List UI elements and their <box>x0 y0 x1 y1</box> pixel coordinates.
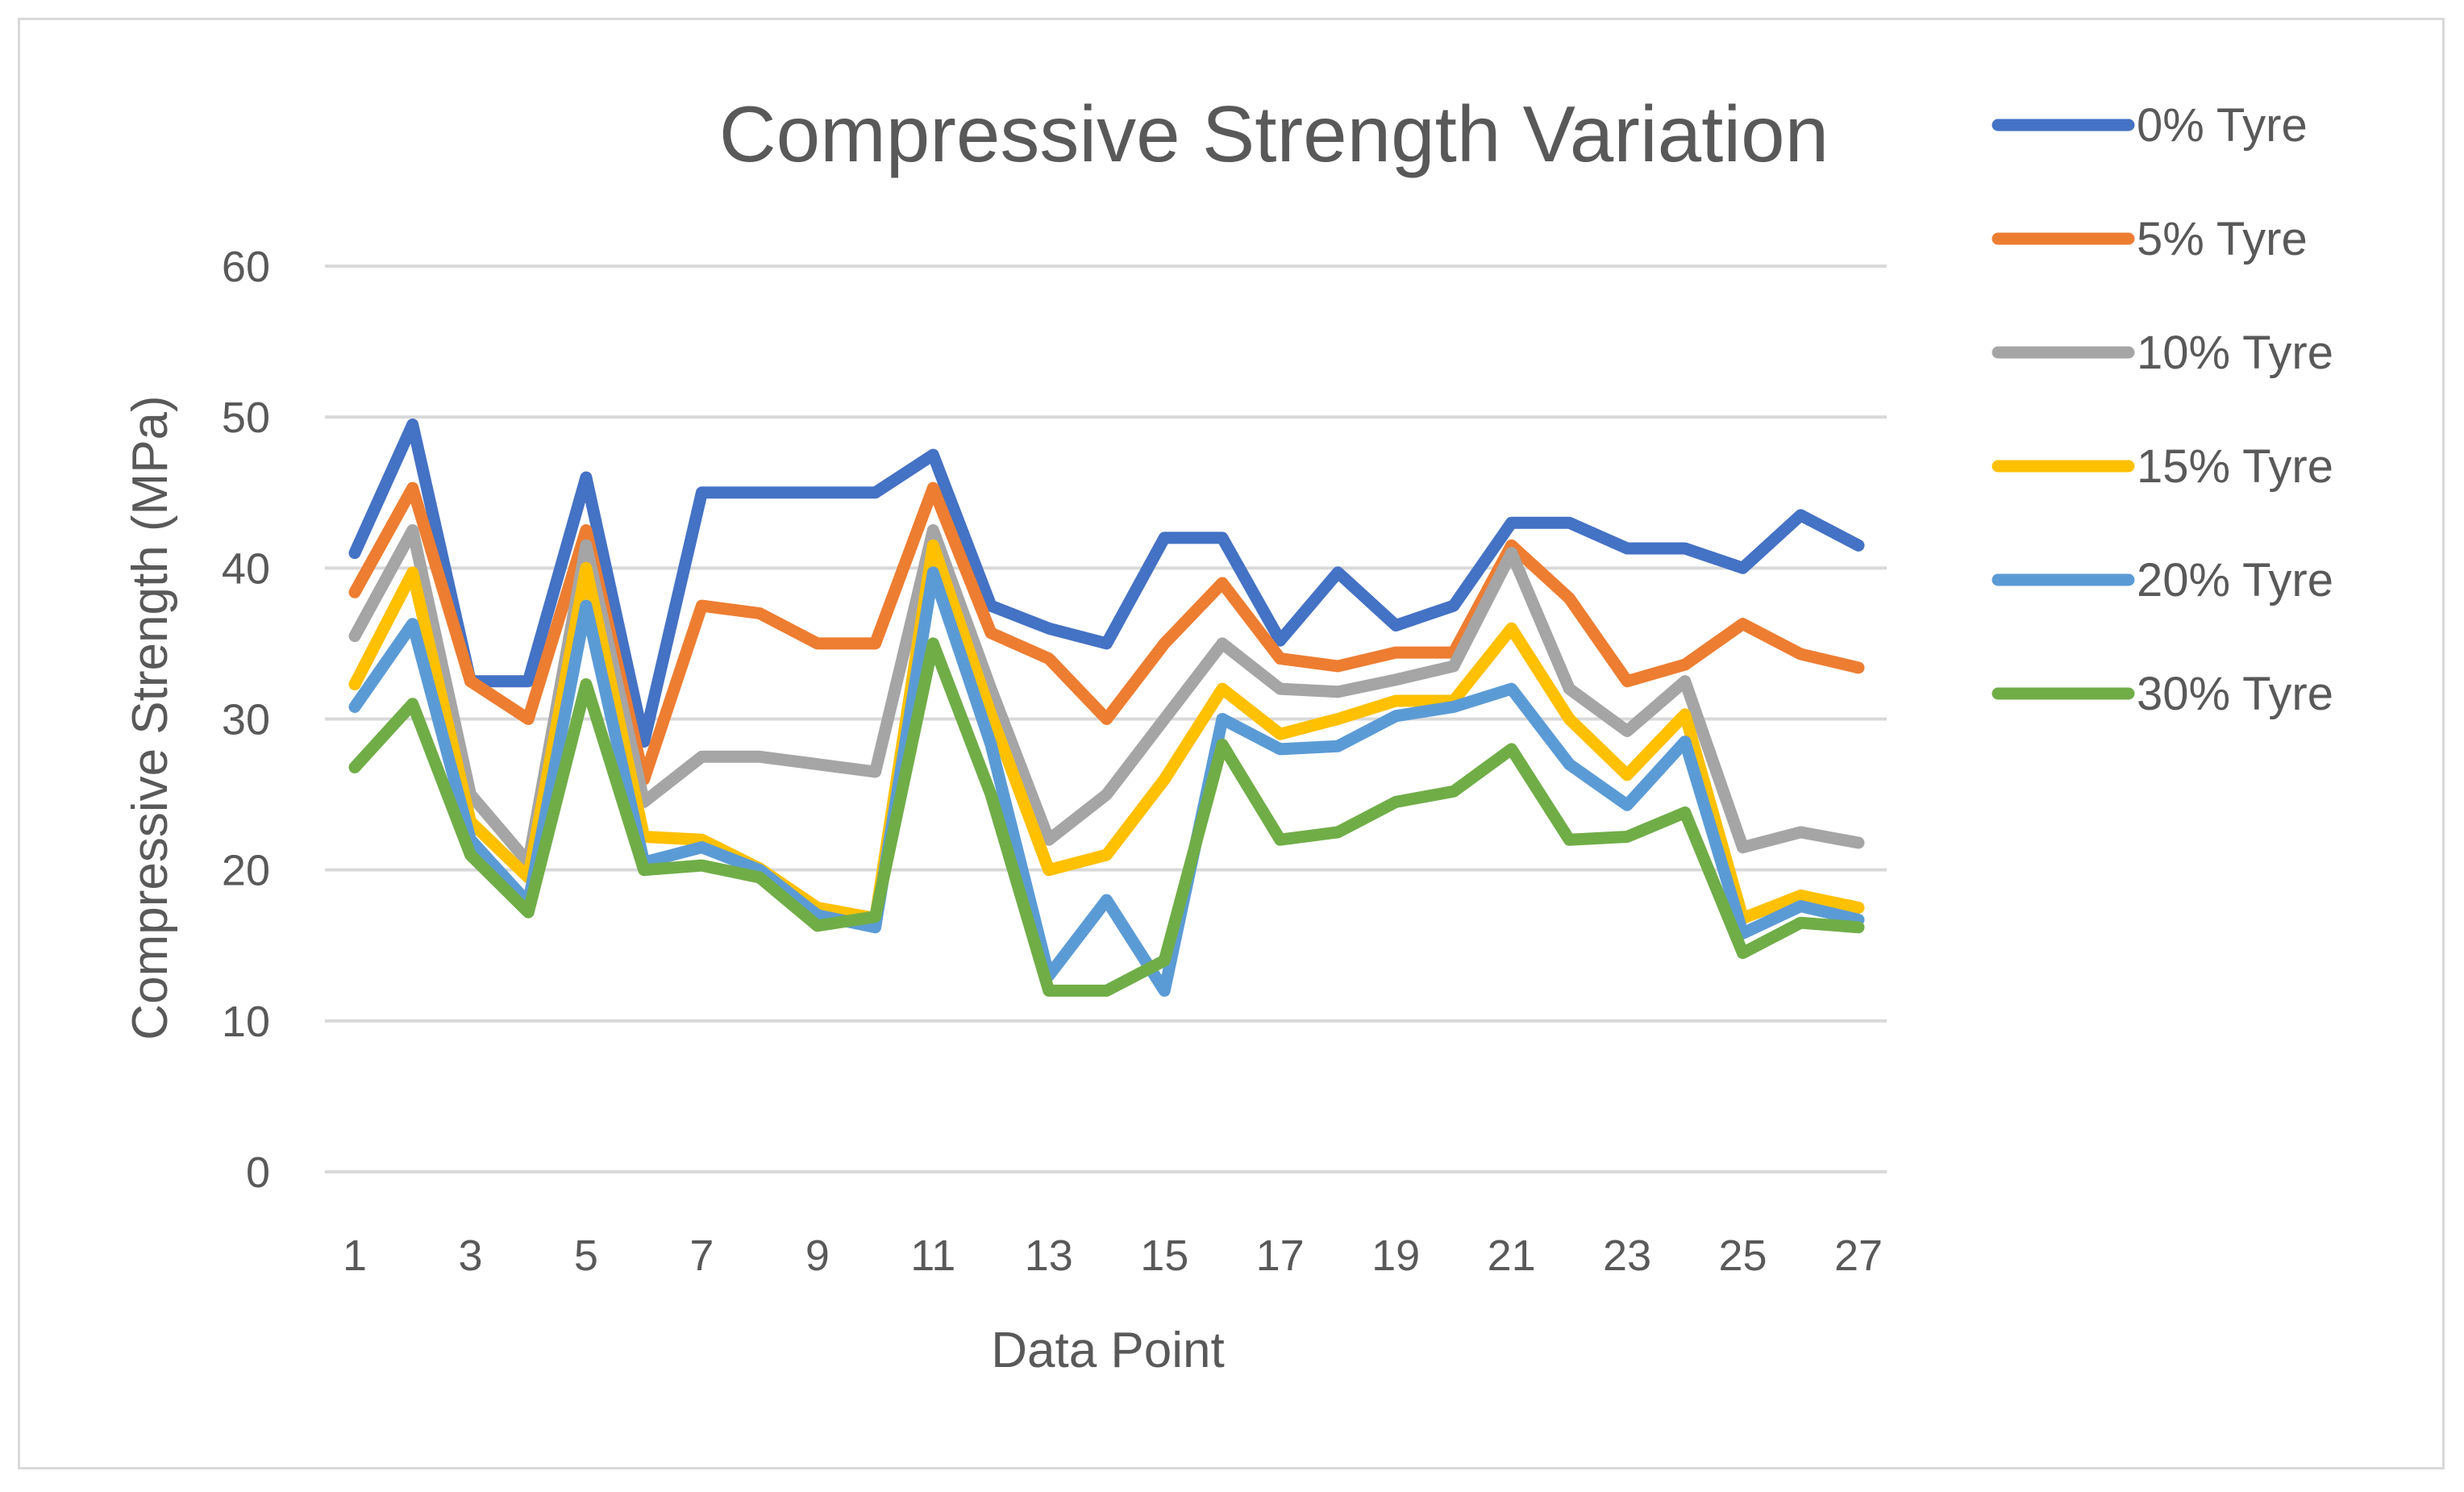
y-tick-label: 60 <box>222 243 270 291</box>
legend-label-30pct-tyre: 30% Tyre <box>2137 668 2333 720</box>
series-line-30pct-tyre <box>348 637 1865 997</box>
y-tick-label: 50 <box>222 394 270 442</box>
y-tick-label: 10 <box>222 998 270 1046</box>
x-tick-label: 1 <box>343 1232 367 1280</box>
y-axis-ticks: 0 10 20 30 40 50 60 <box>222 243 270 1197</box>
legend-label-15pct-tyre: 15% Tyre <box>2137 440 2333 493</box>
legend-label-10pct-tyre: 10% Tyre <box>2137 327 2333 379</box>
y-tick-label: 20 <box>222 847 270 895</box>
x-tick-label: 11 <box>910 1232 955 1280</box>
x-tick-label: 25 <box>1718 1232 1767 1280</box>
y-tick-label: 30 <box>222 696 270 744</box>
x-tick-label: 23 <box>1603 1232 1651 1280</box>
legend-label-5pct-tyre: 5% Tyre <box>2137 213 2308 265</box>
series-line-20pct-tyre <box>348 566 1865 997</box>
x-tick-label: 5 <box>574 1232 598 1280</box>
series-line-0pct-tyre <box>348 419 1865 748</box>
x-tick-label: 19 <box>1371 1232 1420 1280</box>
x-tick-label: 27 <box>1834 1232 1883 1280</box>
legend: 0% Tyre 5% Tyre 10% Tyre 15% Tyre 20% Tyre 30… <box>1992 99 2333 720</box>
legend-label-0pct-tyre: 0% Tyre <box>2137 99 2308 152</box>
x-tick-label: 17 <box>1256 1232 1305 1280</box>
x-tick-label: 13 <box>1025 1232 1073 1280</box>
y-axis-title: Compressive Strength (MPa) <box>123 395 178 1040</box>
x-tick-label: 21 <box>1488 1232 1536 1280</box>
chart-title: Compressive Strength Variation <box>719 90 1829 178</box>
x-tick-label: 3 <box>458 1232 482 1280</box>
x-axis-title: Data Point <box>991 1323 1225 1378</box>
x-tick-label: 15 <box>1140 1232 1188 1280</box>
y-tick-label: 0 <box>246 1148 270 1197</box>
x-tick-label: 7 <box>689 1232 714 1280</box>
x-axis-ticks: 1 3 5 7 9 11 13 15 17 19 21 23 25 27 <box>343 1232 1883 1280</box>
series-line-15pct-tyre <box>348 539 1865 925</box>
legend-label-20pct-tyre: 20% Tyre <box>2137 554 2333 606</box>
series-lines <box>348 419 1865 997</box>
x-tick-label: 9 <box>805 1232 830 1280</box>
y-tick-label: 40 <box>222 544 270 593</box>
